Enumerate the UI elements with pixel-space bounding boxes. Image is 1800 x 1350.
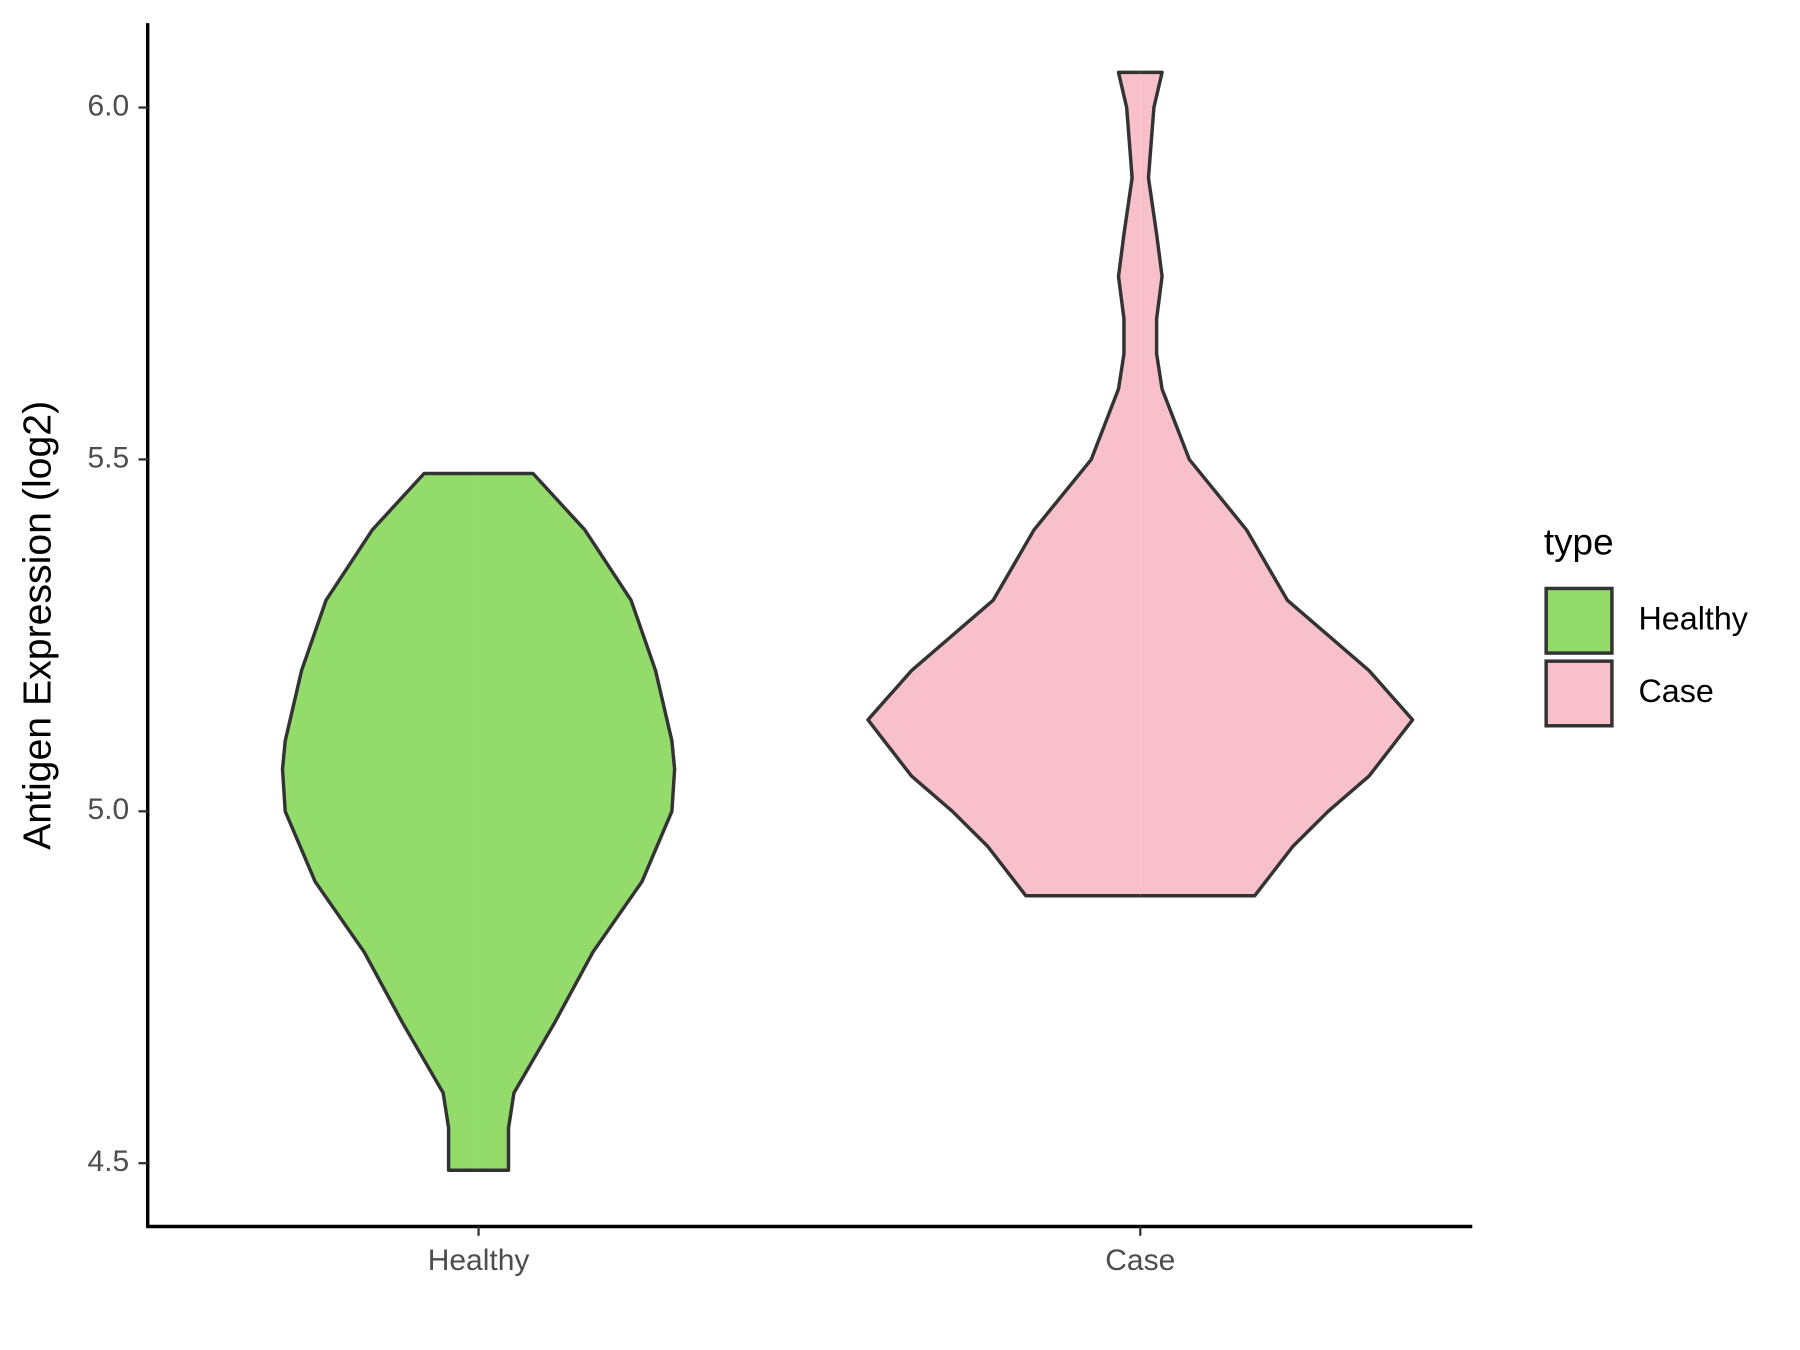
y-tick-label: 4.5	[88, 1145, 130, 1178]
x-tick-label: Case	[1105, 1244, 1175, 1277]
y-axis-label: Antigen Expression (log2)	[16, 401, 60, 850]
legend-label: Healthy	[1638, 600, 1748, 636]
violin-half	[280, 471, 479, 1172]
y-tick-label: 5.0	[88, 793, 130, 826]
x-tick-label: Healthy	[428, 1244, 530, 1277]
violin-half	[478, 471, 677, 1172]
violin-half	[866, 70, 1141, 898]
y-tick-label: 5.5	[88, 441, 130, 474]
legend-label: Case	[1638, 673, 1713, 709]
legend-title: type	[1544, 521, 1614, 562]
legend-swatch	[1544, 586, 1614, 655]
violin-half	[1140, 70, 1415, 898]
legend-swatch	[1544, 659, 1614, 728]
y-tick-label: 6.0	[88, 89, 130, 122]
